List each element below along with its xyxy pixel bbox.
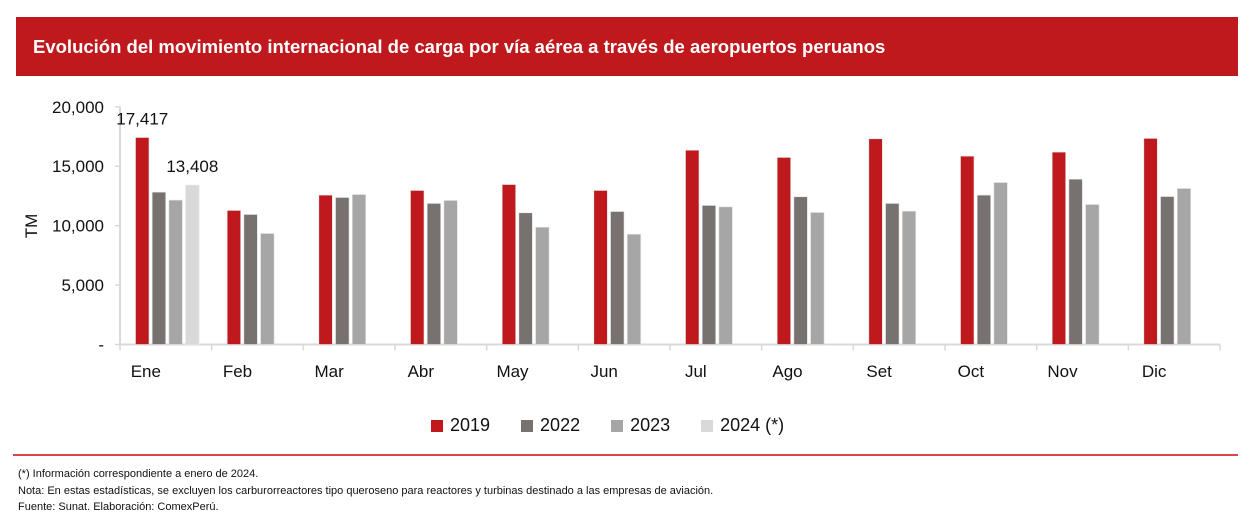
- y-tick-label: 15,000: [52, 157, 104, 176]
- legend-swatch: [431, 419, 443, 432]
- bar-2023-nov: [1085, 204, 1100, 345]
- x-tick-label: May: [496, 362, 529, 381]
- footnote-asterisk: (*) Información correspondiente a enero …: [18, 468, 259, 480]
- bar-2019-feb: [226, 210, 241, 345]
- bar-2019-mar: [318, 194, 333, 345]
- legend-item: 2019: [431, 415, 490, 436]
- bar-2023-set: [901, 210, 917, 345]
- legend-swatch: [521, 419, 534, 432]
- legend-label: 2024 (*): [720, 415, 785, 435]
- legend-item: 2023: [611, 415, 670, 436]
- bar-2022-set: [885, 203, 900, 345]
- x-tick-label: Feb: [223, 362, 252, 381]
- bar-2023-dic: [1176, 188, 1192, 345]
- bar-2022-abr: [426, 203, 442, 345]
- bar-2022-ene: [151, 191, 166, 345]
- chart-title: Evolución del movimiento internacional d…: [33, 36, 886, 57]
- bar-2019-nov: [1051, 151, 1066, 345]
- legend-label: 2019: [450, 415, 491, 435]
- footnote-nota: Nota: En estas estadísticas, se excluyen…: [18, 484, 714, 497]
- bar-2023-ene: [168, 199, 183, 345]
- legend-item: 2024 (*): [701, 415, 784, 436]
- bar-2019-abr: [410, 190, 425, 345]
- bar-2023-jul: [718, 206, 733, 345]
- bar-2024-ene: [185, 184, 200, 345]
- bar-2023-jun: [626, 233, 642, 345]
- x-tick-label: Dic: [1142, 362, 1167, 381]
- bar-2022-dic: [1160, 196, 1175, 345]
- legend-label: 2023: [630, 415, 671, 435]
- title-banner: Evolución del movimiento internacional d…: [16, 17, 1238, 76]
- x-tick-label: Jul: [685, 362, 707, 381]
- bar-2022-nov: [1068, 178, 1083, 345]
- x-tick-label: Oct: [958, 362, 985, 381]
- y-tick-label: 10,000: [52, 217, 104, 236]
- y-tick-label: 5,000: [61, 276, 104, 295]
- footnotes: (*) Información correspondiente a enero …: [18, 466, 713, 516]
- x-tick-label: Nov: [1047, 362, 1078, 381]
- legend-item: 2022: [521, 415, 580, 436]
- legend: 2019 2022 2023 2024 (*): [431, 415, 815, 436]
- bar-2019-ene: [135, 137, 150, 345]
- x-tick-label: Abr: [408, 362, 435, 381]
- legend-swatch: [611, 419, 624, 432]
- bar-2023-ago: [810, 212, 825, 345]
- x-tick-label: Mar: [315, 362, 345, 381]
- bar-2019-ago: [776, 157, 791, 345]
- bar-2022-may: [518, 212, 533, 345]
- y-axis-label: TM: [22, 214, 41, 239]
- x-tick-label: Jun: [590, 362, 617, 381]
- bar-2022-ago: [793, 196, 808, 345]
- bar-2019-dic: [1143, 138, 1158, 345]
- data-label: 17,417: [116, 109, 168, 128]
- x-tick-label: Ago: [772, 362, 802, 381]
- bar-chart: - 5,000 10,000 15,000 20,000 TM Ene Feb Mar Abr Ma…: [22, 98, 1221, 381]
- bar-2022-oct: [976, 194, 992, 345]
- bar-2019-jun: [593, 190, 608, 345]
- bar-2019-may: [501, 184, 516, 345]
- x-tick-label: Set: [866, 362, 892, 381]
- bar-2023-may: [535, 226, 550, 345]
- bar-2023-oct: [993, 182, 1008, 345]
- bar-2022-feb: [243, 214, 258, 345]
- legend-swatch: [701, 419, 714, 432]
- bar-2023-feb: [260, 233, 275, 345]
- data-label: 13,408: [166, 157, 218, 176]
- bar-2023-abr: [443, 200, 458, 345]
- bar-2022-jun: [610, 211, 625, 345]
- y-tick-label: 20,000: [52, 98, 104, 117]
- bar-2022-jul: [701, 205, 717, 345]
- x-tick-label: Ene: [131, 362, 161, 381]
- footnote-fuente: Fuente: Sunat. Elaboración: ComexPerú.: [18, 501, 219, 513]
- bar-2019-jul: [685, 149, 700, 345]
- divider: [13, 454, 1238, 456]
- y-tick-label: -: [98, 336, 104, 355]
- bar-2019-set: [868, 138, 883, 345]
- bar-2019-oct: [960, 155, 975, 345]
- legend-label: 2022: [540, 415, 581, 435]
- bar-2022-mar: [335, 197, 350, 345]
- bar-2023-mar: [351, 194, 367, 345]
